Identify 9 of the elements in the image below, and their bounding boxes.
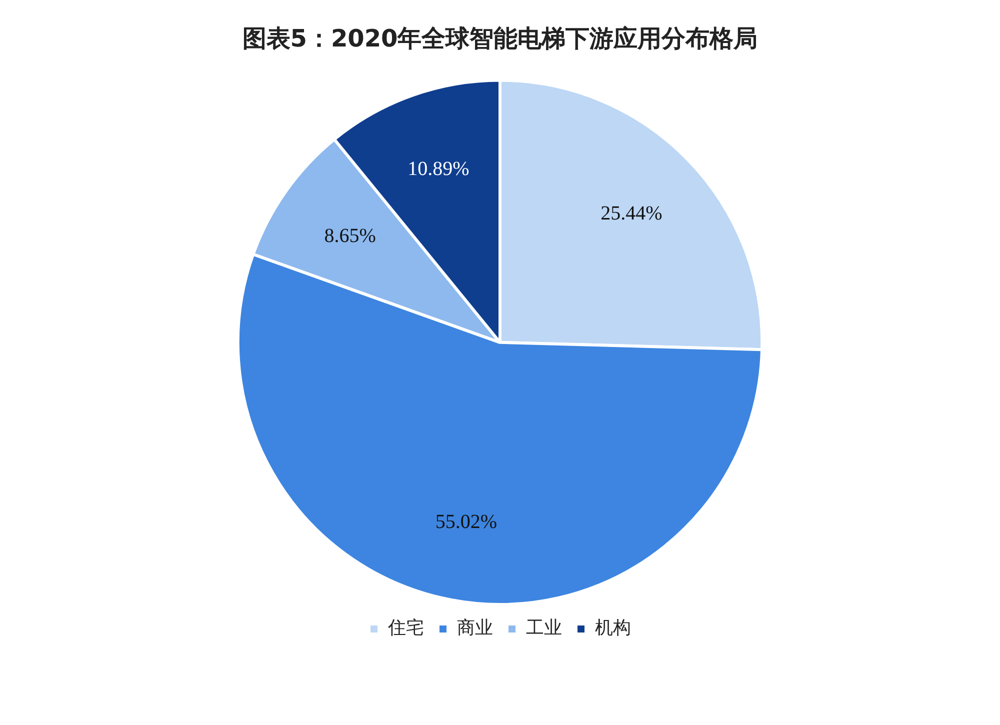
legend-label: 工业	[526, 618, 562, 639]
data-label: 10.89%	[408, 158, 470, 180]
data-label: 8.65%	[324, 224, 376, 247]
legend-label: 住宅	[387, 618, 424, 639]
chart-title: 图表5：2020年全球智能电梯下游应用分布格局	[242, 24, 758, 53]
legend-label: 机构	[595, 618, 631, 639]
legend-label: 商业	[457, 618, 493, 639]
data-label: 25.44%	[600, 202, 662, 225]
data-label: 55.02%	[435, 510, 498, 533]
